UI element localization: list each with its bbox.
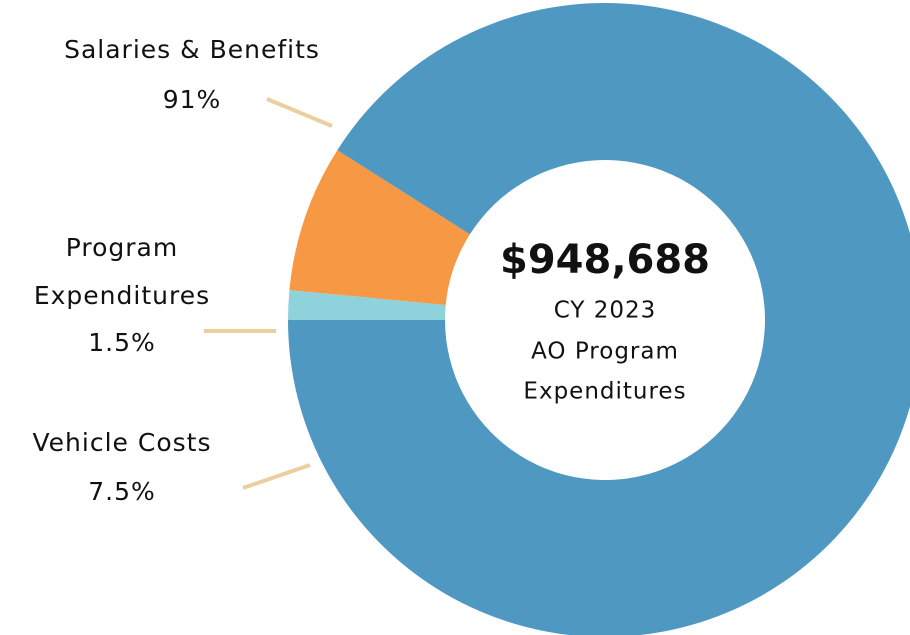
donut-slice [288, 3, 910, 635]
donut-slice [288, 290, 446, 320]
center-text: CY 2023 [554, 298, 657, 324]
slice-label: Salaries & Benefits [64, 35, 320, 64]
donut-slice [289, 150, 470, 305]
slice-label: Vehicle Costs [32, 428, 212, 457]
slice-value-label: 1.5% [88, 328, 156, 357]
slice-label: Program Expenditures [33, 233, 211, 310]
slice-value-label: 91% [162, 85, 222, 114]
slice-value-label: 7.5% [88, 477, 156, 506]
leader-line [242, 463, 311, 490]
center-text: Expenditures [523, 379, 686, 405]
donut [288, 3, 910, 635]
center-text: AO Program [531, 339, 679, 365]
center-value: $948,688 [500, 237, 710, 283]
leader-line [266, 97, 333, 128]
